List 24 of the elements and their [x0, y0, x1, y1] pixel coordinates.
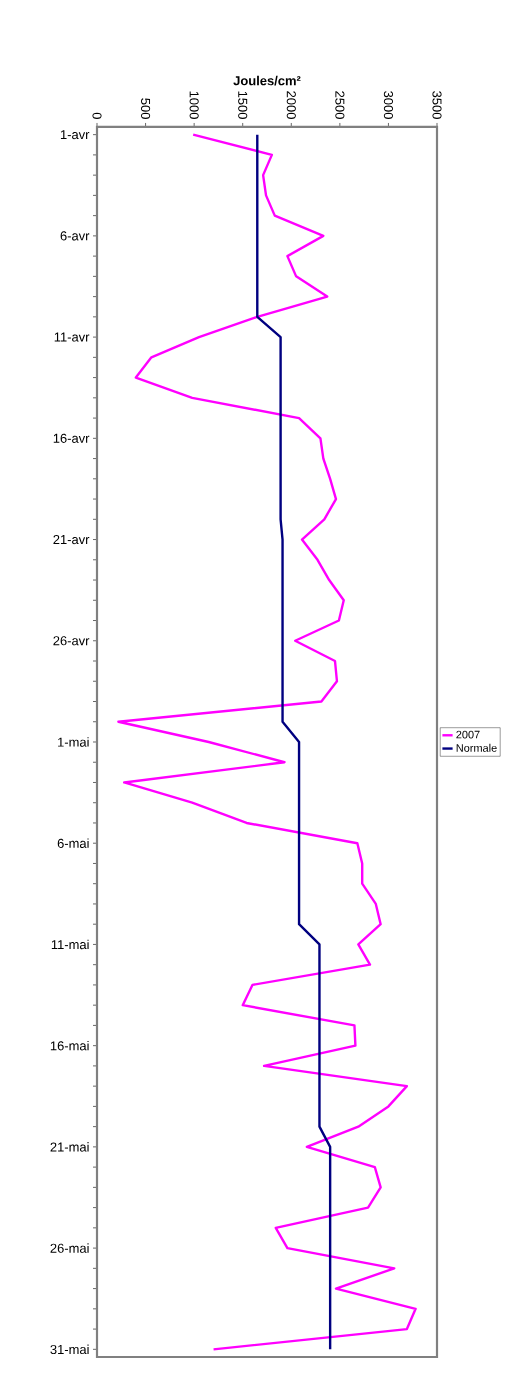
x-tick-label: 3500 [432, 91, 442, 119]
x-tick-label: 500 [140, 98, 151, 119]
y-tick-label: 21-avr [53, 534, 90, 545]
y-tick-label: 16-mai [50, 1040, 89, 1051]
y-tick-label: 11-avr [54, 332, 90, 342]
y-tick-label: 1-avr [60, 130, 90, 140]
y-tick-label: 16-avr [53, 433, 90, 443]
x-tick-label: 1000 [189, 91, 199, 119]
y-tick-label: 6-mai [57, 838, 89, 848]
y-tick-label: 21-mai [50, 1142, 89, 1152]
y-tick-label: 1-mai [58, 737, 89, 747]
y-tick-label: 26-avr [53, 636, 90, 646]
y-tick-label: 26-mai [50, 1243, 89, 1253]
x-axis-title: Joules/cm² [233, 75, 301, 86]
legend-label: 2007 [456, 730, 480, 739]
y-tick-label: 31-mai [50, 1344, 89, 1355]
x-tick-label: 0 [92, 112, 102, 119]
legend-label: Normale [456, 743, 497, 752]
x-tick-label: 1500 [238, 91, 248, 119]
x-tick-label: 2000 [286, 91, 296, 119]
y-tick-label: 6-avr [60, 231, 90, 241]
x-tick-label: 3000 [383, 91, 394, 119]
x-tick-label: 2500 [335, 91, 345, 119]
y-tick-label: 11-mai [51, 939, 89, 950]
